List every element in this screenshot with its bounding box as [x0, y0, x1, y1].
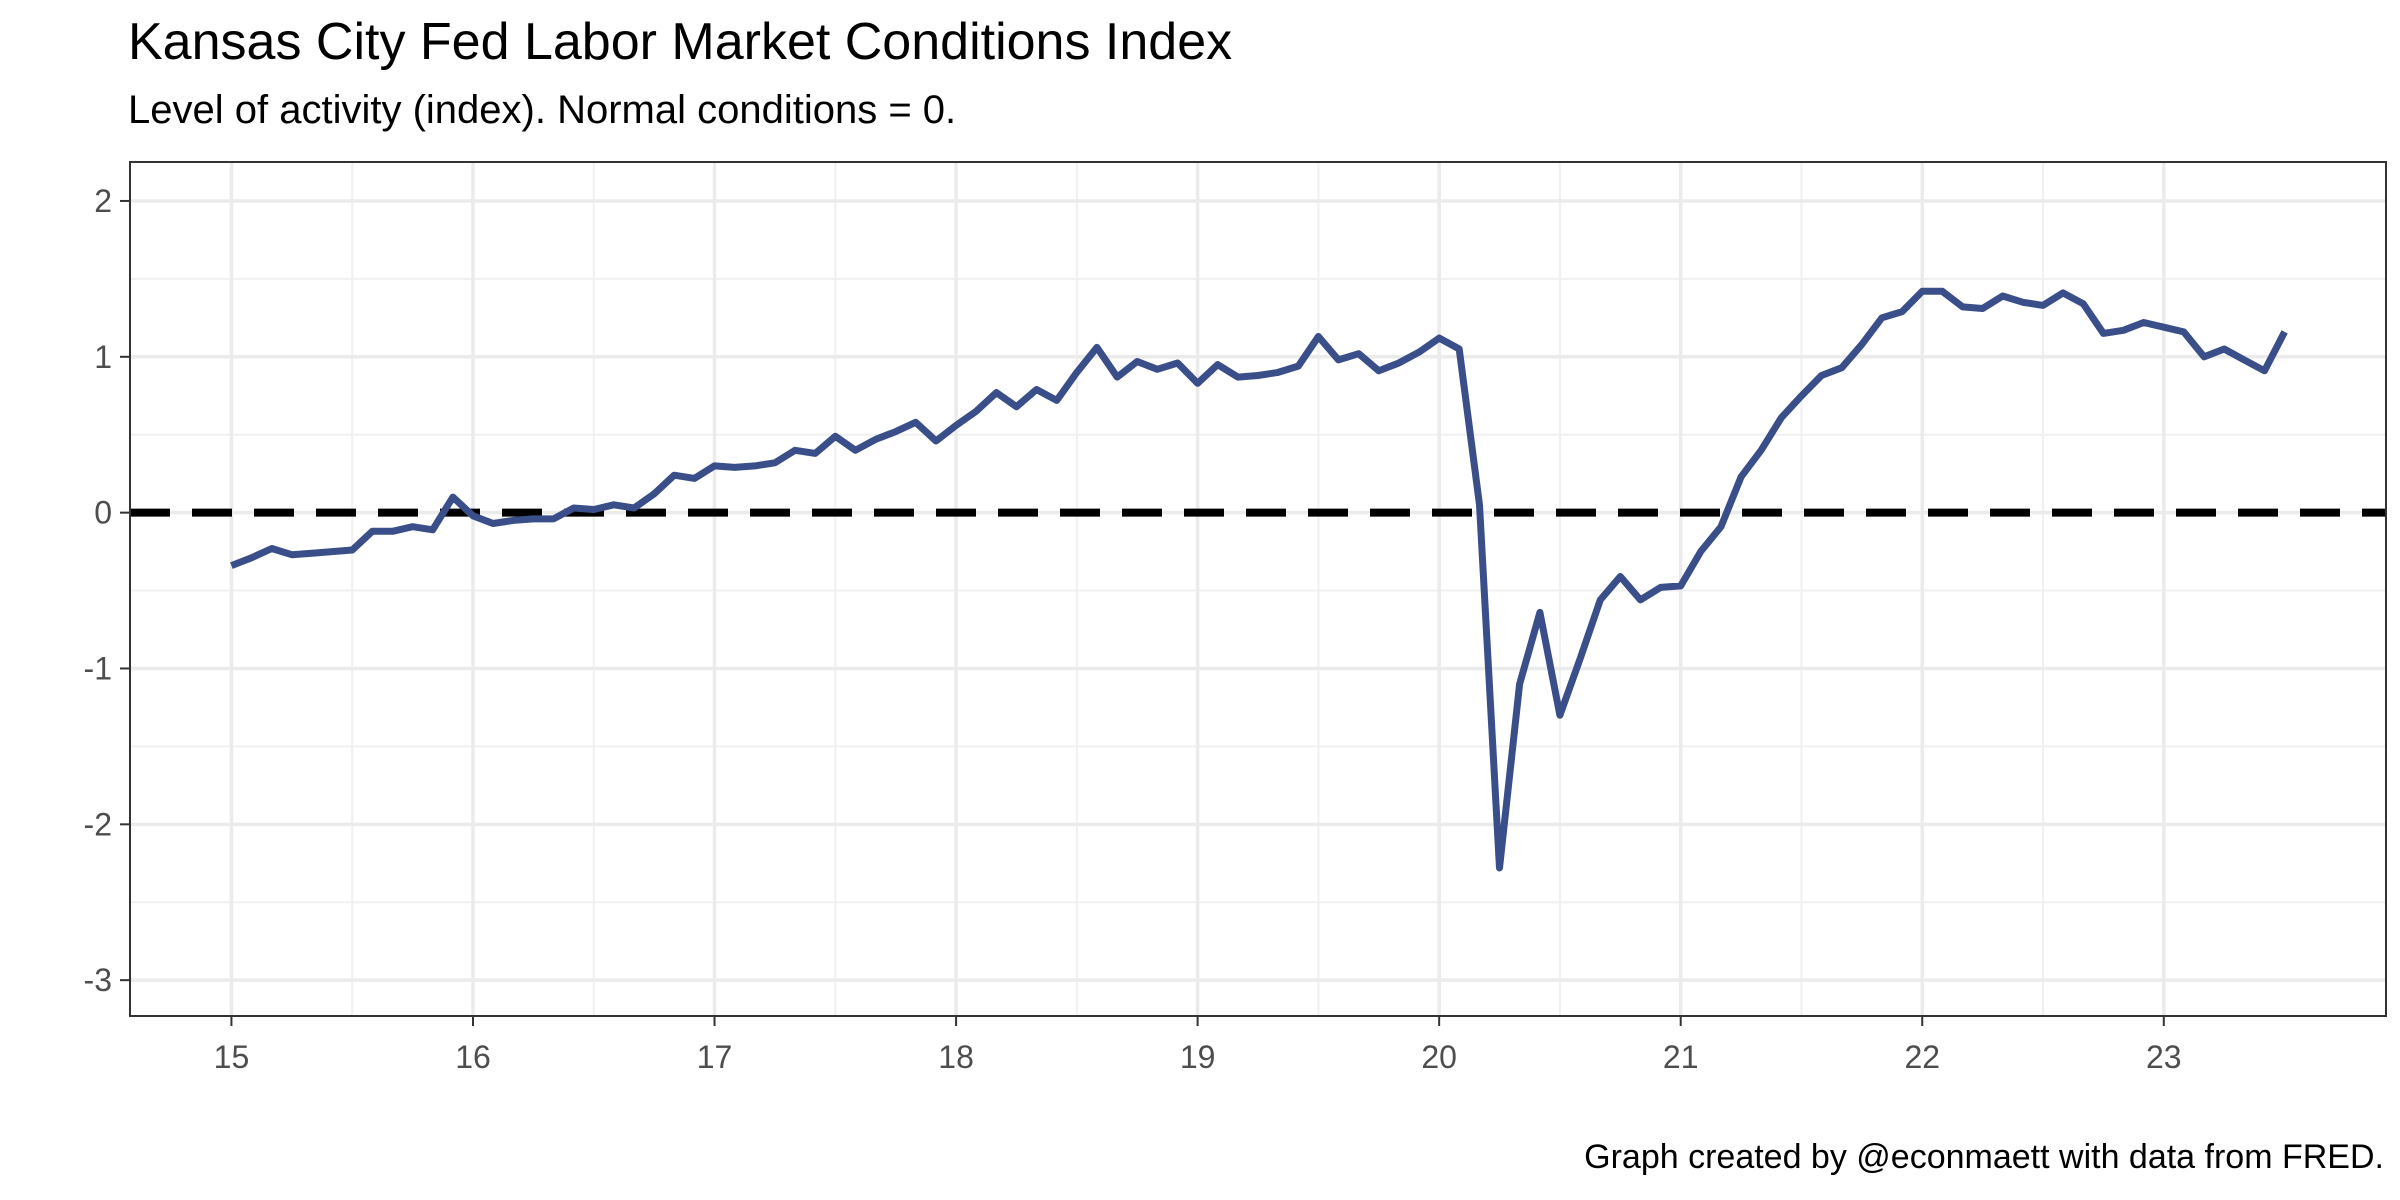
chart-subtitle: Level of activity (index). Normal condit… — [128, 88, 957, 132]
y-tick-label: 2 — [94, 183, 112, 219]
plot-border — [129, 161, 2387, 1017]
x-tick-label: 16 — [455, 1039, 491, 1075]
x-tick-label: 22 — [1904, 1039, 1940, 1075]
series-layer — [230, 287, 2288, 872]
x-tick-label: 18 — [938, 1039, 974, 1075]
plot-panel — [130, 162, 2386, 1016]
x-tick-label: 21 — [1663, 1039, 1699, 1075]
axis-layer: 15 16 17 18 19 20 21 22 23 -3 -2 -1 0 1 2 — [84, 183, 2182, 1075]
y-tick-label: 1 — [94, 339, 112, 375]
chart-title: Kansas City Fed Labor Market Conditions … — [128, 13, 1233, 71]
y-tick-label: -3 — [84, 962, 112, 998]
y-tick-label: -2 — [84, 806, 112, 842]
major-gridlines — [130, 162, 2386, 1016]
chart-caption: Graph created by @econmaett with data fr… — [1584, 1138, 2384, 1176]
series-line — [230, 287, 2288, 872]
y-tick-label: -1 — [84, 650, 112, 686]
x-tick-label: 15 — [214, 1039, 250, 1075]
x-tick-label: 19 — [1180, 1039, 1216, 1075]
y-tick-label: 0 — [94, 495, 112, 531]
x-tick-label: 23 — [2146, 1039, 2182, 1075]
x-tick-label: 20 — [1421, 1039, 1457, 1075]
x-tick-label: 17 — [697, 1039, 733, 1075]
minor-gridlines — [130, 162, 2386, 1016]
